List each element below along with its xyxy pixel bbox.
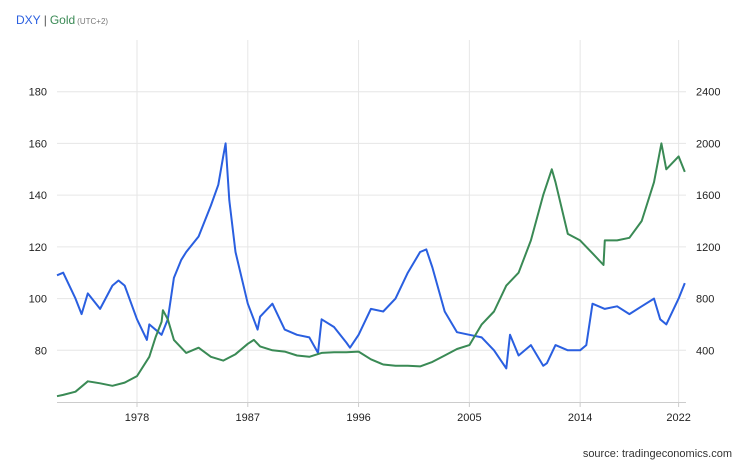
y-right-tick-label: 2000	[696, 138, 720, 150]
y-left-tick-label: 80	[35, 345, 47, 357]
y-left-tick-label: 160	[29, 138, 47, 150]
legend-gold[interactable]: Gold	[49, 13, 76, 27]
chart-legend: DXY | Gold (UTC+2)	[16, 13, 108, 27]
axes: 80 100 120 140 160 180 400 800 1200 1600 2000 2400 1…	[29, 87, 721, 424]
x-tick-label: 1996	[346, 412, 370, 424]
source-credit[interactable]: source: tradingeconomics.com	[582, 448, 732, 460]
y-left-tick-label: 180	[29, 87, 47, 99]
series-line-gold[interactable]	[56, 142, 686, 398]
y-right-tick-label: 2400	[696, 87, 720, 99]
series	[56, 142, 686, 398]
y-left-tick-label: 100	[29, 294, 47, 306]
grid	[57, 40, 686, 402]
y-right-tick-label: 1600	[696, 190, 720, 202]
y-left-tick-label: 120	[29, 242, 47, 254]
y-right-tick-label: 1200	[696, 242, 720, 254]
y-left-tick-label: 140	[29, 190, 47, 202]
legend-timezone: (UTC+2)	[77, 17, 109, 26]
x-tick-label: 1978	[125, 412, 149, 424]
x-tick-label: 2005	[457, 412, 481, 424]
legend-dxy[interactable]: DXY	[16, 13, 41, 27]
x-tick-label: 2022	[666, 412, 690, 424]
legend-separator: |	[43, 13, 47, 27]
y-right-tick-label: 800	[696, 294, 714, 306]
x-tick-label: 2014	[568, 412, 592, 424]
x-tick-label: 1987	[236, 412, 260, 424]
series-line-dxy[interactable]	[56, 142, 686, 370]
y-right-tick-label: 400	[696, 345, 714, 357]
